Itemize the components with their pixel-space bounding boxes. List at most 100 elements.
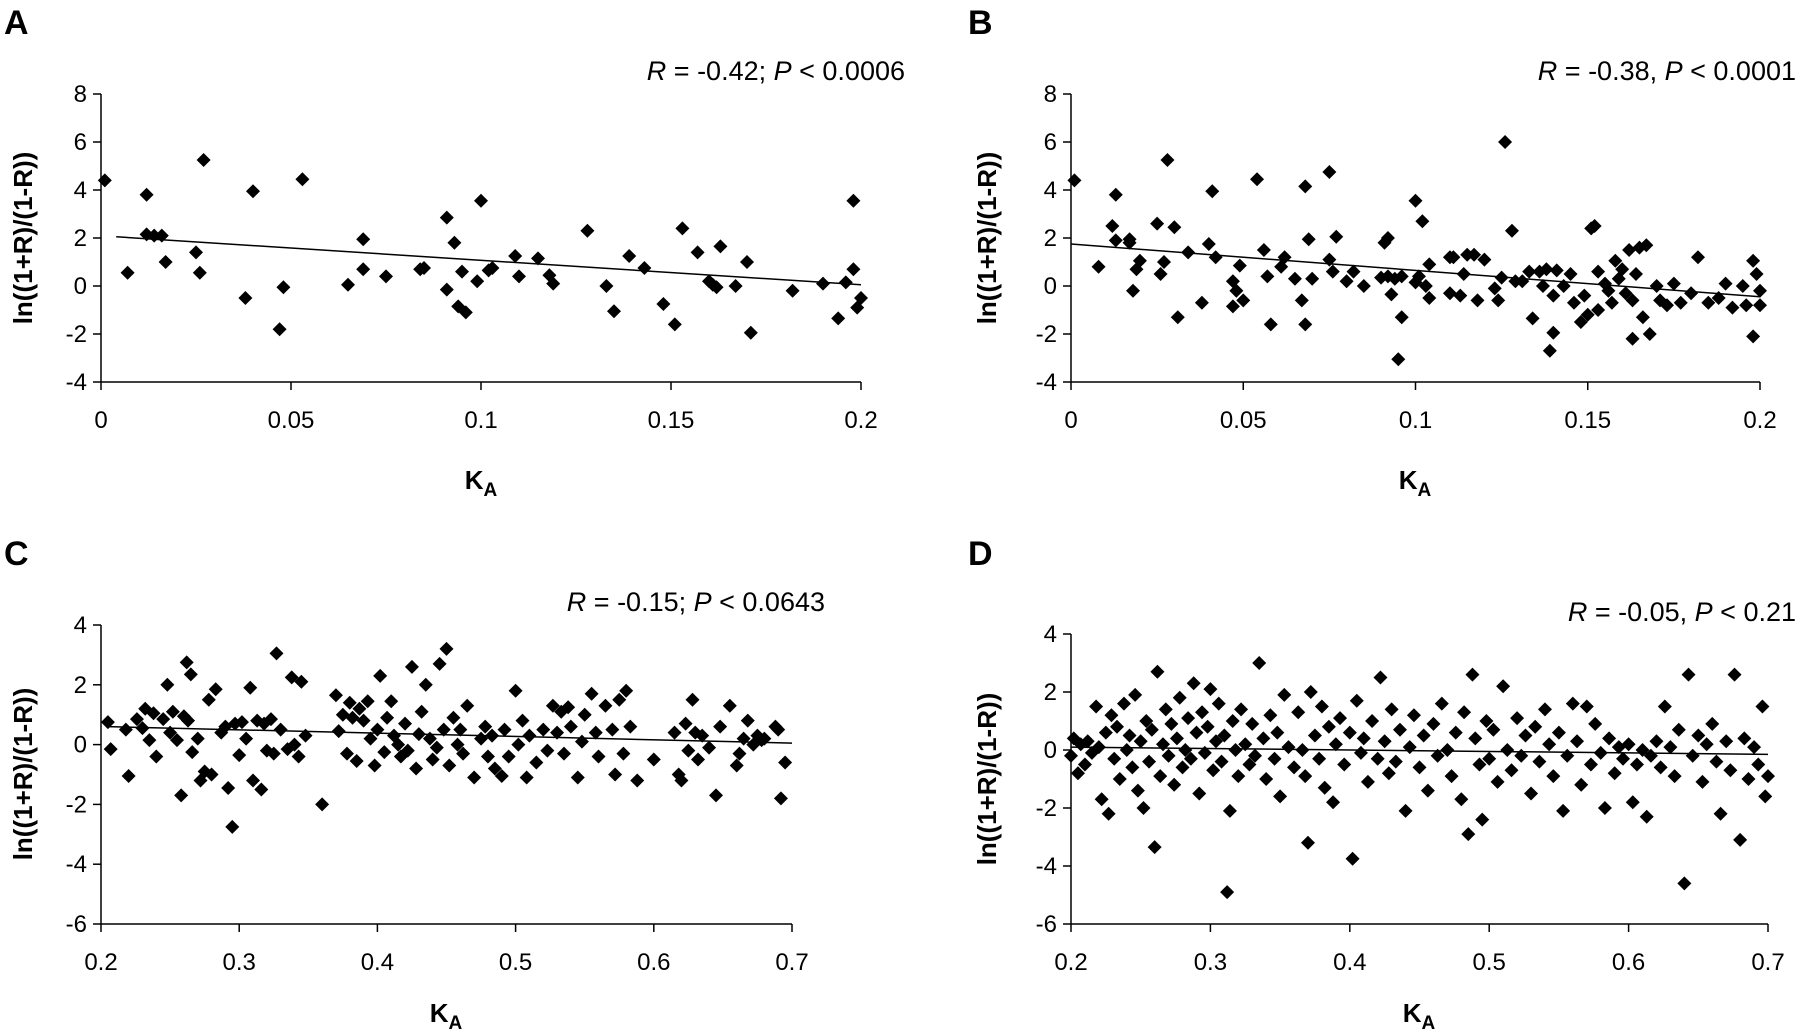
data-point [384,694,399,709]
data-point [263,712,278,727]
data-point [1317,780,1332,795]
data-point [1238,737,1253,752]
x-tick-label: 0.05 [268,407,315,434]
data-point [1328,737,1343,752]
data-point [1167,777,1182,792]
data-point [417,261,431,275]
data-point [1381,766,1396,781]
data-point [708,788,723,803]
data-point [342,695,357,710]
data-point [246,184,260,199]
data-point [370,722,385,737]
data-point [377,745,392,760]
data-point [550,725,565,740]
data-point [1691,728,1706,743]
data-point [1252,656,1267,670]
data-point [1551,725,1566,740]
data-point [163,725,178,740]
data-point [1346,264,1361,279]
data-point [519,770,534,785]
data-point [331,724,346,739]
data-point [349,754,364,769]
y-tick-label: -4 [66,851,87,878]
x-tick-label: 0.5 [1473,949,1506,976]
data-point [1270,725,1285,740]
data-point [1673,295,1688,310]
y-tick-label: -4 [1036,369,1057,396]
data-point [1416,728,1431,743]
data-point [146,706,161,721]
p-text: < 0.21 [1713,597,1796,627]
data-point [1491,293,1506,308]
data-point [1384,287,1399,302]
data-point [1333,711,1348,726]
data-point [646,752,661,767]
data-point [1719,734,1734,749]
data-point [1556,803,1571,818]
data-point [1420,783,1435,798]
x-tick-label: 0.4 [361,949,394,976]
data-point [120,265,135,280]
data-point [485,261,500,275]
x-axis-label: KA [1403,998,1436,1034]
data-point [1236,293,1251,308]
data-point [1277,687,1292,702]
data-point [1549,263,1564,278]
data-point [1487,281,1502,296]
data-point [1175,760,1190,775]
r-text: = -0.05, [1587,597,1694,627]
panel-letter: B [968,4,993,42]
data-point [1250,172,1265,187]
data-point [474,731,489,746]
data-point [1426,716,1441,731]
data-point [442,758,457,773]
data-point [1604,295,1619,310]
data-point [1628,267,1643,281]
data-point [1147,840,1162,855]
data-point [637,261,652,275]
data-point [1377,734,1392,749]
data-point [1259,772,1274,786]
data-point [1625,293,1640,308]
y-tick-label: 4 [74,177,87,204]
data-point [574,734,589,749]
y-axis-label: ln((1+R)/(1-R)) [8,152,38,325]
data-point [831,311,846,326]
data-point [1539,262,1554,277]
x-tick-label: 0.15 [1564,407,1611,434]
data-point [740,713,755,728]
data-point [1373,670,1388,685]
data-point [1639,238,1654,253]
data-point [1701,295,1716,310]
panel-letter: C [4,535,29,573]
data-point [1524,786,1539,801]
data-point [238,291,253,305]
data-point [1608,253,1623,268]
data-point [1287,271,1302,286]
x-axis-label: KA [1399,465,1432,501]
data-point [1625,795,1640,810]
data-point [1402,740,1417,755]
data-point [1353,745,1368,760]
data-point [1737,731,1752,746]
y-tick-label: 0 [1044,737,1057,764]
data-point [1705,716,1720,731]
data-point [667,317,682,332]
data-point [1735,279,1750,293]
data-point [418,677,433,692]
data-point [373,668,388,683]
data-point [284,670,299,685]
data-point [291,749,306,764]
data-point [1504,763,1519,778]
x-tick-label: 0.1 [1399,407,1432,434]
data-point [1107,751,1122,766]
data-point [1322,252,1337,267]
data-point [1339,274,1354,289]
data-point [667,725,682,740]
data-point [1144,722,1159,737]
data-point [1659,298,1674,313]
data-point [439,210,454,225]
data-point [1563,267,1578,281]
data-point [757,731,772,746]
data-point [1446,250,1461,265]
